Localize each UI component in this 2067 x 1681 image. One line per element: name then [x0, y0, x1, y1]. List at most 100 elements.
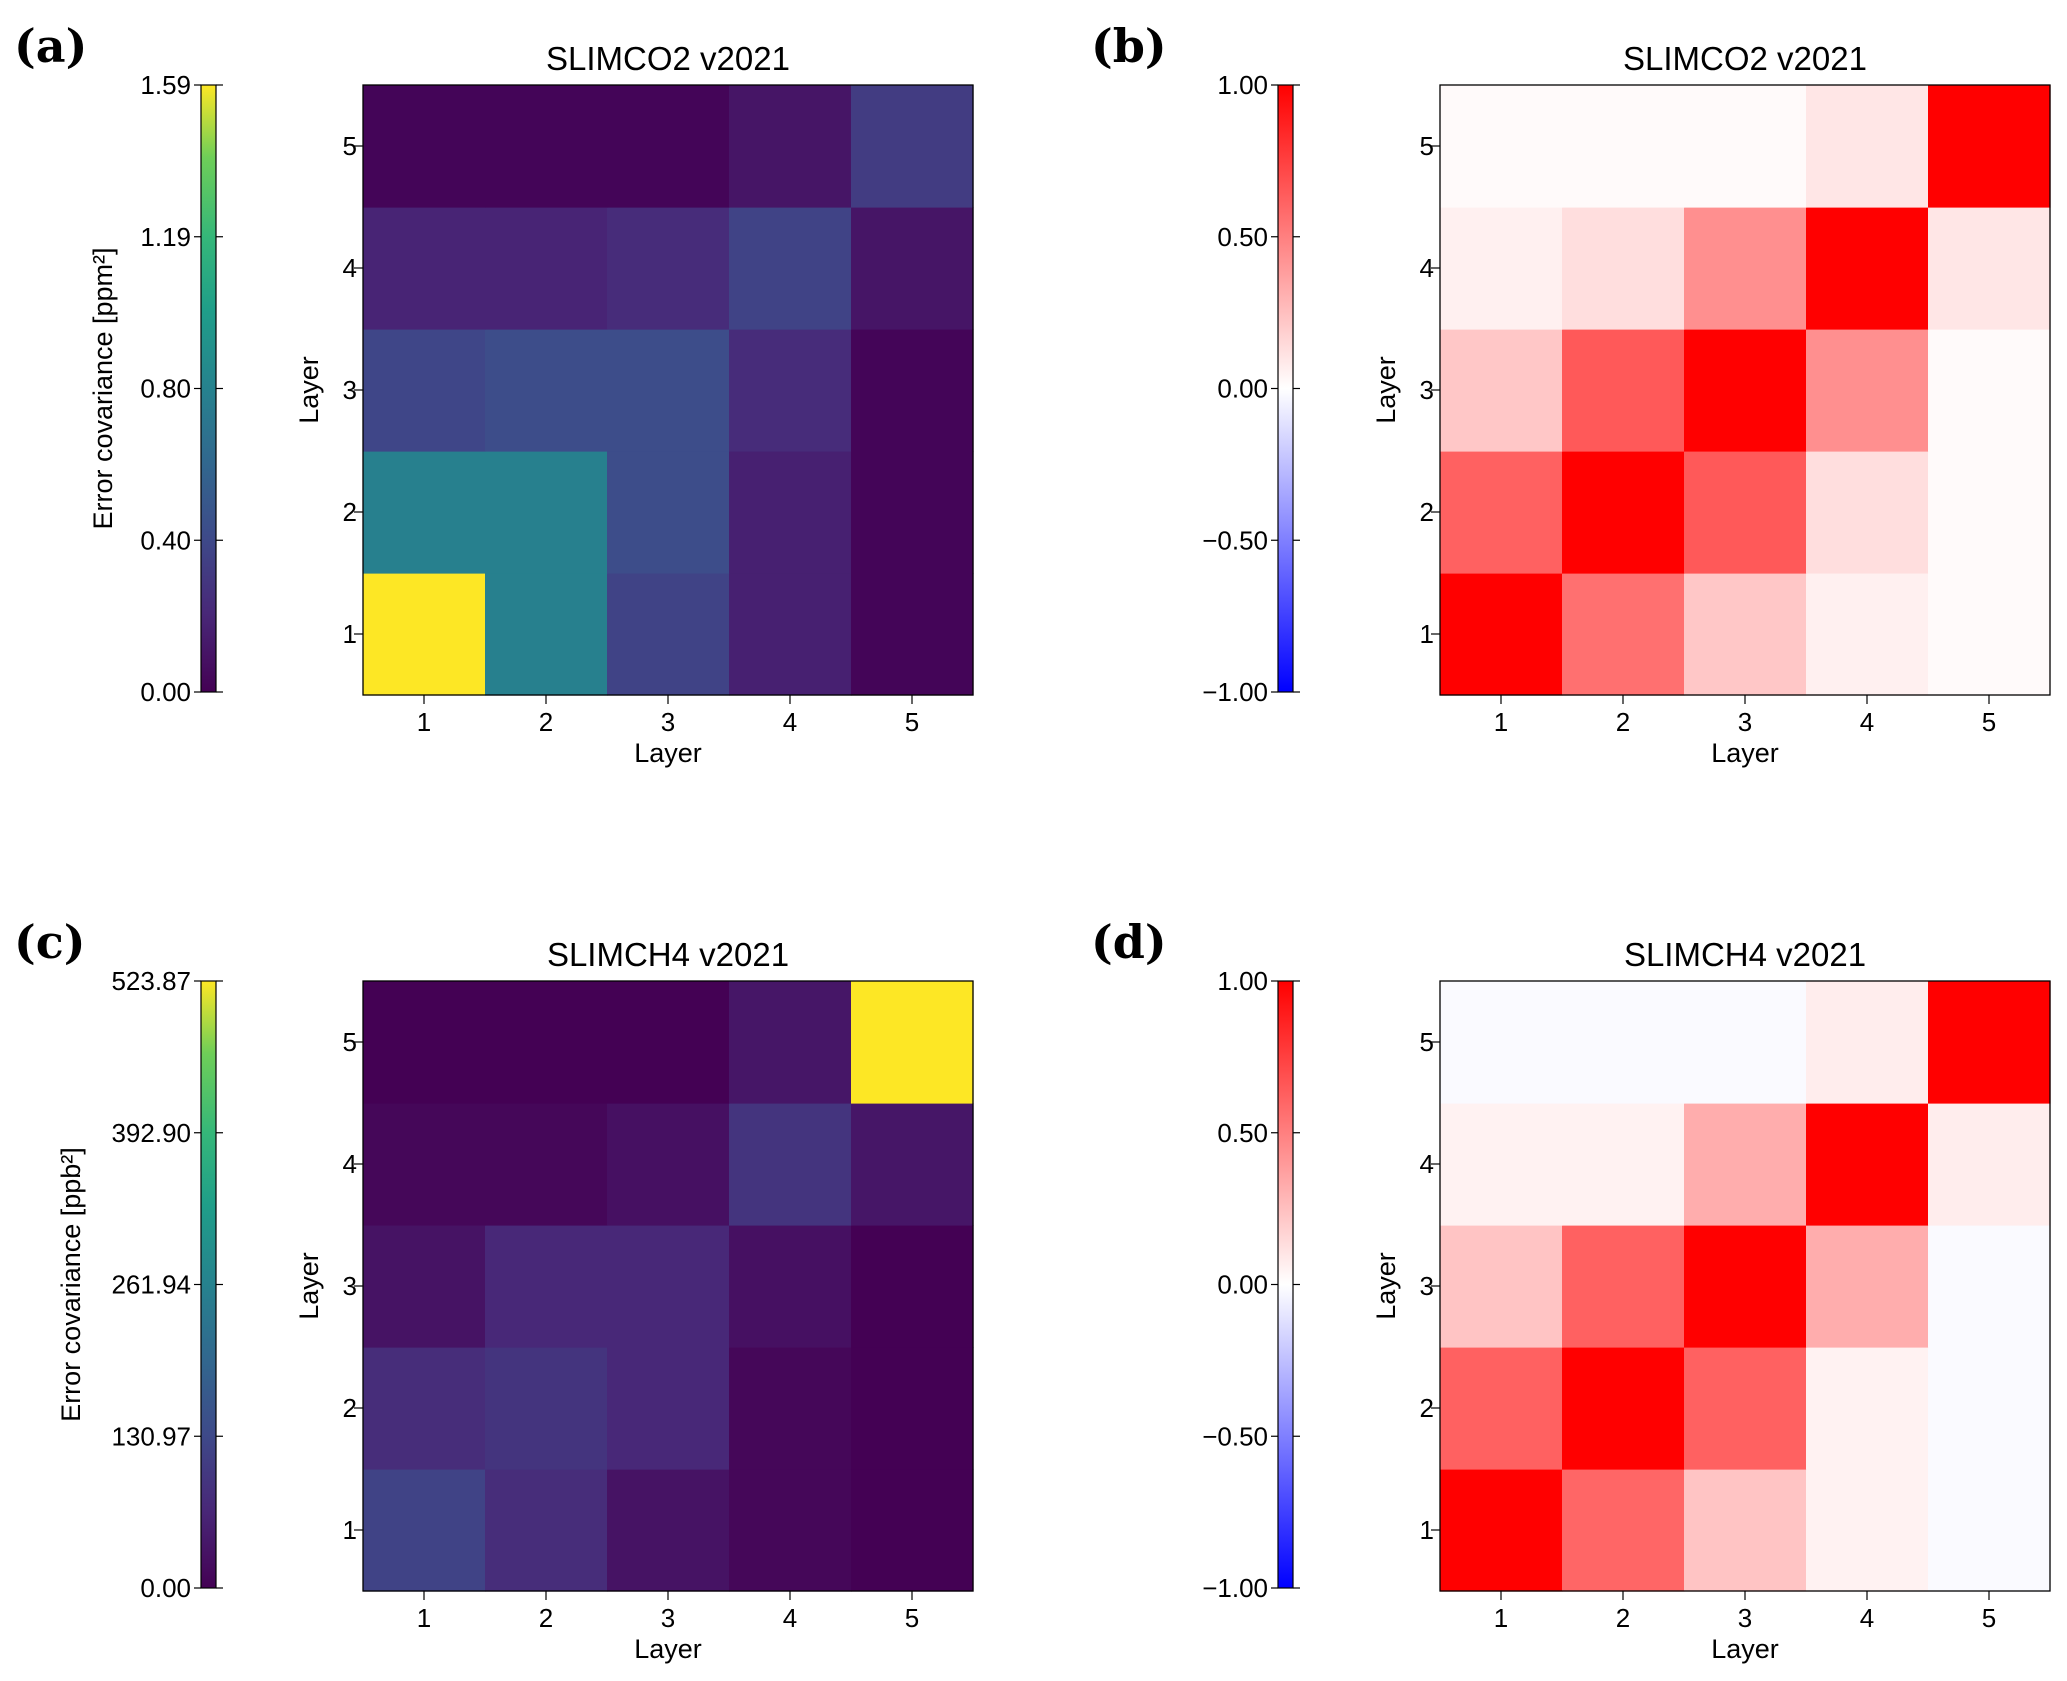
heatmap-cell — [851, 1347, 974, 1470]
colorbar-tick-label: 0.40 — [140, 525, 191, 555]
heatmap-cell — [607, 207, 730, 330]
colorbar-label: Error covariance [ppb²] — [56, 1147, 86, 1422]
heatmap-cell — [1684, 1347, 1807, 1470]
heatmap-cell — [1440, 1103, 1563, 1226]
chart-panel: (a) 0.00 0.40 0.80 1.19 1.59 Error covariance … — [14, 19, 974, 768]
y-tick-label: 5 — [343, 1027, 357, 1057]
x-tick-label: 2 — [539, 707, 553, 737]
y-axis-label: Layer — [1371, 1252, 1401, 1320]
y-tick-label: 4 — [1420, 1149, 1434, 1179]
heatmap-cell — [729, 1103, 852, 1226]
heatmap-cell — [851, 1225, 974, 1348]
heatmap-cell — [1684, 451, 1807, 574]
colorbar — [200, 980, 217, 1589]
x-axis-label: Layer — [1711, 1634, 1779, 1664]
heatmap-cell — [729, 207, 852, 330]
heatmap-cell — [485, 1347, 608, 1470]
heatmap-cell — [607, 85, 730, 208]
heatmap-cell — [485, 329, 608, 452]
chart-panel: (d)−1.00−0.500.000.501.00Error correlati… — [1091, 915, 2051, 1664]
heatmap-cell — [1684, 207, 1807, 330]
heatmap-cell — [1562, 1469, 1685, 1592]
heatmap-cell — [1928, 85, 2051, 208]
y-tick-label: 2 — [1420, 1393, 1434, 1423]
heatmap-cell — [1440, 207, 1563, 330]
x-tick-label: 5 — [905, 707, 919, 737]
heatmap-cell — [363, 85, 486, 208]
heatmap-cell — [1806, 451, 1929, 574]
heatmap-cell — [1928, 573, 2051, 696]
heatmap-cell — [851, 207, 974, 330]
panel-label: (a) — [14, 19, 87, 73]
heatmap-cell — [363, 1103, 486, 1226]
colorbar-tick-label: 261.94 — [111, 1270, 191, 1300]
heatmap-cell — [1684, 981, 1807, 1104]
y-axis-label: Layer — [294, 1252, 324, 1320]
x-tick-label: 2 — [1616, 707, 1630, 737]
heatmap-cell — [1684, 85, 1807, 208]
heatmap-cell — [363, 573, 486, 696]
x-tick-label: 3 — [661, 707, 675, 737]
heatmap-cell — [1440, 329, 1563, 452]
chart-title: SLIMCH4 v2021 — [1624, 936, 1866, 973]
heatmap-cell — [1928, 981, 2051, 1104]
heatmap-cell — [1928, 1103, 2051, 1226]
heatmap-cell — [1684, 1469, 1807, 1592]
panel-label: (d) — [1091, 915, 1167, 969]
colorbar-tick-label: 0.00 — [1217, 1270, 1268, 1300]
heatmap-cell — [1440, 981, 1563, 1104]
heatmap-cell — [1562, 1225, 1685, 1348]
heatmap-cell — [1440, 1347, 1563, 1470]
heatmap-cell — [1440, 451, 1563, 574]
x-axis-label: Layer — [634, 738, 702, 768]
y-tick-label: 5 — [1420, 131, 1434, 161]
y-tick-label: 5 — [343, 131, 357, 161]
heatmap-cell — [1928, 451, 2051, 574]
heatmap-cell — [1562, 85, 1685, 208]
heatmap-cell — [363, 1347, 486, 1470]
heatmap-cell — [485, 573, 608, 696]
heatmap-cell — [607, 573, 730, 696]
heatmap-cell — [1806, 1103, 1929, 1226]
y-tick-label: 3 — [1420, 1271, 1434, 1301]
heatmap-cell — [1806, 207, 1929, 330]
heatmap-cell — [851, 85, 974, 208]
y-tick-label: 4 — [343, 253, 357, 283]
x-tick-label: 1 — [417, 1603, 431, 1633]
x-tick-label: 4 — [1860, 1603, 1874, 1633]
heatmap-cell — [1562, 451, 1685, 574]
heatmap-cell — [729, 573, 852, 696]
x-tick-label: 2 — [1616, 1603, 1630, 1633]
heatmap-cell — [607, 1469, 730, 1592]
y-axis-label: Layer — [294, 356, 324, 424]
colorbar-tick-label: 0.00 — [140, 677, 191, 707]
y-tick-label: 2 — [343, 497, 357, 527]
colorbar — [1277, 980, 1294, 1589]
y-tick-label: 4 — [343, 1149, 357, 1179]
colorbar-tick-label: 392.90 — [111, 1118, 191, 1148]
colorbar-tick-label: −1.00 — [1202, 677, 1268, 707]
colorbar — [200, 84, 217, 693]
x-tick-label: 4 — [783, 707, 797, 737]
colorbar-tick-label: 130.97 — [111, 1421, 191, 1451]
x-tick-label: 5 — [1982, 1603, 1996, 1633]
heatmap-cell — [729, 1347, 852, 1470]
y-tick-label: 3 — [343, 1271, 357, 1301]
colorbar-tick-label: 0.00 — [1217, 374, 1268, 404]
heatmap-cell — [1562, 329, 1685, 452]
y-tick-label: 1 — [1420, 1515, 1434, 1545]
heatmap-cell — [1562, 207, 1685, 330]
heatmap-cell — [1440, 1469, 1563, 1592]
y-tick-label: 1 — [1420, 619, 1434, 649]
chart-title: SLIMCO2 v2021 — [1623, 40, 1867, 77]
heatmap-cell — [485, 1225, 608, 1348]
heatmap-cell — [485, 981, 608, 1104]
colorbar-tick-label: 1.19 — [140, 222, 191, 252]
heatmap-cell — [729, 329, 852, 452]
y-tick-label: 2 — [343, 1393, 357, 1423]
heatmap-cell — [729, 451, 852, 574]
x-tick-label: 3 — [661, 1603, 675, 1633]
heatmap-cell — [1928, 329, 2051, 452]
heatmap-cell — [1440, 1225, 1563, 1348]
